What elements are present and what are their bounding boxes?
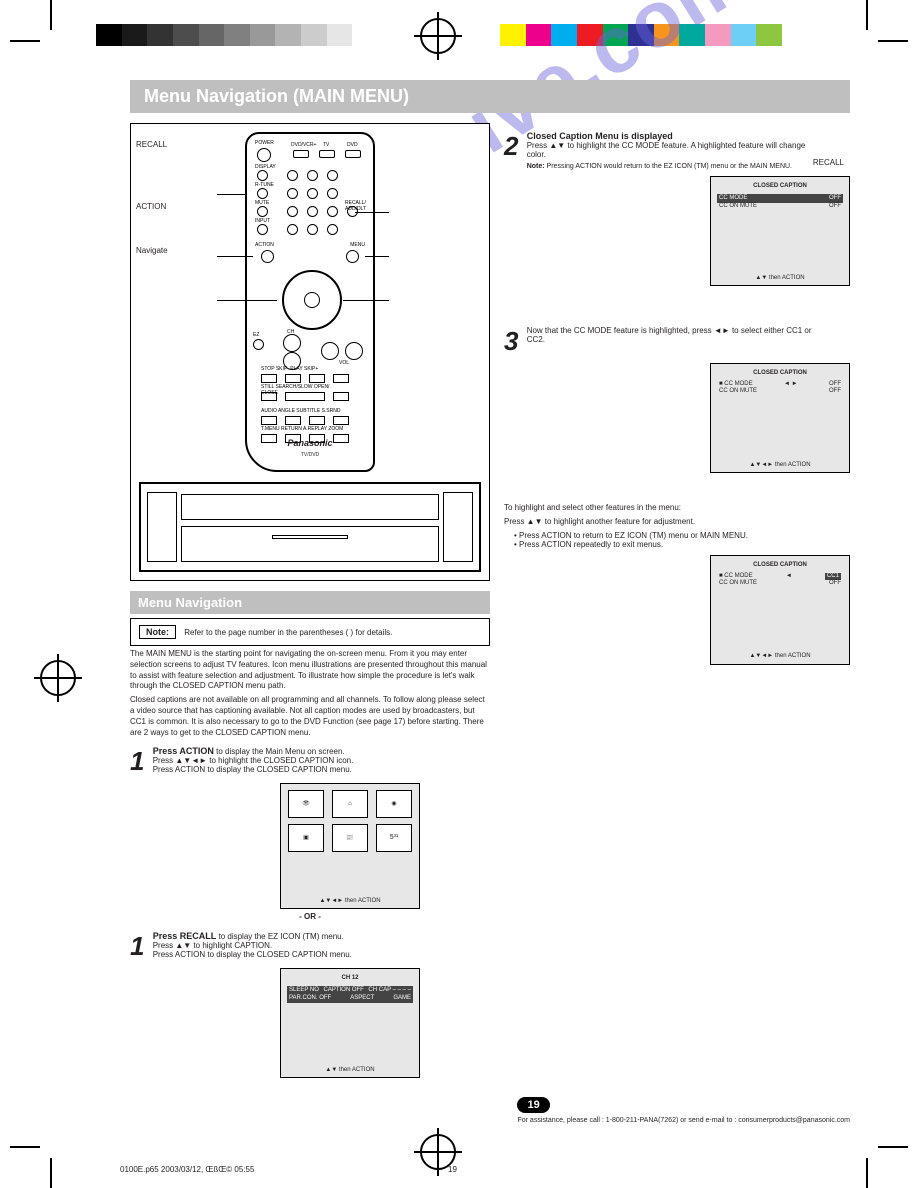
wide-icon: ◉ [376,790,412,818]
remote-lbl-recall: RECALL [136,140,167,149]
step3-num: 3 [504,326,518,357]
ez-items: SLEEP NO CAPTION OFF CH CAP – – – – PAR.… [287,986,413,1002]
remote-outline: POWER DVD/VCR+ TV DVD DISPLAY R-TUNE MUT… [245,132,375,472]
s31-icon: 5³¹ [376,824,412,852]
register-left [40,660,76,696]
stepA-label: Press ACTION [153,746,214,756]
ccm3-hint: ▲▼◄► then ACTION [711,653,849,660]
page-content: Menu Navigation (MAIN MENU) POWER DVD/VC… [130,80,850,1120]
ccm1-hint: ▲▼ then ACTION [711,275,849,282]
step3-t1: Now that the CC MODE feature is highligh… [527,326,812,344]
remote-lbl-nav-l: Navigate [136,246,168,255]
page-title: Menu Navigation (MAIN MENU) [130,80,850,113]
step2-num: 2 [504,131,518,162]
stepA-text: to display the Main Menu on screen. [216,747,345,756]
page-sub: For assistance, please call : 1-800-211-… [517,1117,850,1124]
ez-hint: ▲▼ then ACTION [281,1067,419,1074]
cropmark-bl [50,1098,100,1148]
cropmark-tl [50,40,100,90]
footer-mid: 19 [448,1165,457,1174]
register-top [420,18,456,54]
cc-text-icon: 📰 [332,824,368,852]
ez-hdr: CH 12 [287,975,413,982]
mainmenu-hint: ▲▼◄► then ACTION [281,898,419,905]
cc-menu-2: CLOSED CAPTION ■ CC MODE◄ ►OFF CC ON MUT… [710,363,850,473]
stepB-label: Press RECALL [153,931,217,941]
stepA-sub0: Press ▲▼◄► to highlight the CLOSED CAPTI… [153,756,354,765]
step2-text: Press ▲▼ to highlight the CC MODE featur… [527,141,806,159]
ccm1-hdr: CLOSED CAPTION [717,183,843,190]
grayscale-bar [96,24,378,46]
step-2: 2 Closed Caption Menu is displayed Press… [504,131,850,170]
remote-lbl-action: ACTION [136,202,166,211]
note-tag: Note: [139,625,176,639]
stepB-text: to display the EZ ICON (TM) menu. [218,932,343,941]
step2-note: Note: Pressing ACTION would return to th… [527,163,817,170]
remote-figure: POWER DVD/VCR+ TV DVD DISPLAY R-TUNE MUT… [130,123,490,581]
stepB-num: 1 [130,931,144,962]
cc-box-icon: ▣ [288,824,324,852]
ez-icon-osd: CH 12 SLEEP NO CAPTION OFF CH CAP – – – … [280,968,420,1078]
cc-menu-1: CLOSED CAPTION CC MODEOFF CC ON MUTEOFF … [710,176,850,286]
color-bar [500,24,782,46]
picture-icon: 👁 [288,790,324,818]
stepB-sub1: Press ACTION to display the CLOSED CAPTI… [153,950,352,959]
step3-b1: Press ACTION to return to EZ ICON (TM) m… [514,531,850,540]
remote-lbl-recall2: RECALL [813,158,844,167]
remote-brand: Panasonic [247,438,373,448]
note-text: Refer to the page number in the parenthe… [184,628,392,637]
step-b: 1 Press RECALL to display the EZ ICON (T… [130,931,490,962]
step3-b2: Press ACTION repeatedly to exit menus. [514,540,850,549]
page-number: 19 For assistance, please call : 1-800-2… [517,1097,850,1124]
step3-intro: To highlight and select other features i… [504,503,850,514]
ccm3-hdr: CLOSED CAPTION [717,562,843,569]
intro-1: The MAIN MENU is the starting point for … [130,649,490,692]
dpad [282,270,342,330]
remote-model: TV/DVD [247,452,373,458]
step-3: 3 Now that the CC MODE feature is highli… [504,326,850,357]
cc-menu-3: CLOSED CAPTION ■ CC MODE◄CC1 CC ON MUTEO… [710,555,850,665]
step3-t2: Press ▲▼ to highlight another feature fo… [504,517,850,528]
main-menu-osd: 👁 ⌂ ◉ ▣ 📰 5³¹ ▲▼◄► then ACTION [280,783,420,909]
intro-2: Closed captions are not available on all… [130,695,490,738]
ccm2-hint: ▲▼◄► then ACTION [711,462,849,469]
stepA-sub1: Press ACTION to display the CLOSED CAPTI… [153,765,352,774]
subhead: Menu Navigation [130,591,490,614]
step-a: 1 Press ACTION to display the Main Menu … [130,746,490,777]
note-box: Note: Refer to the page number in the pa… [130,618,490,646]
or-divider: - OR - [130,912,490,923]
step2-label: Closed Caption Menu is displayed [527,131,673,141]
stepB-sub0: Press ▲▼ to highlight CAPTION. [153,941,272,950]
tv-icon: ⌂ [332,790,368,818]
stepA-num: 1 [130,746,144,777]
footer: 0100E.p65 2003/03/12, ŒßŒ© 05:55 [120,1165,254,1174]
tv-front [139,482,481,572]
ccm2-hdr: CLOSED CAPTION [717,370,843,377]
